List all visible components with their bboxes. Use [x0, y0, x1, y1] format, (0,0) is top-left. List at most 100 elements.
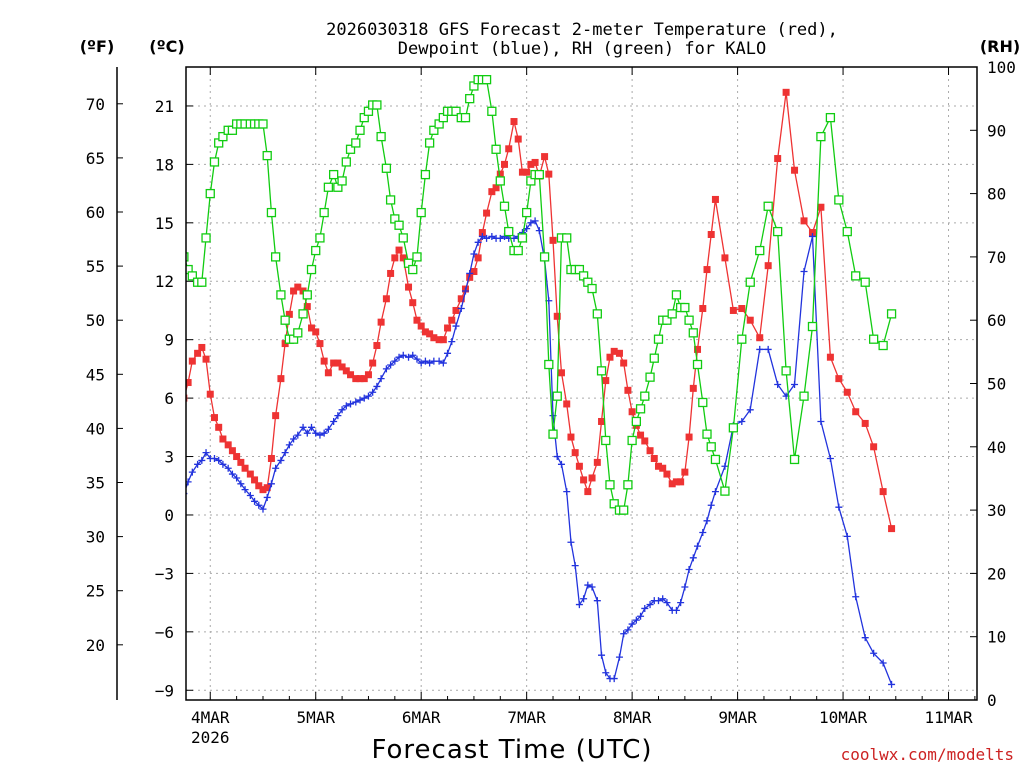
dewpoint-point [364, 392, 372, 400]
dewpoint-point [405, 353, 413, 361]
dewpoint-point [202, 449, 210, 457]
x-axis-title: Forecast Time (UTC) [371, 735, 652, 765]
rh-point [394, 220, 404, 230]
temperature-point [668, 480, 676, 488]
temperature-point [466, 273, 474, 281]
temperature-point [215, 423, 223, 431]
dewpoint-point [624, 626, 632, 634]
rh-point [351, 138, 361, 148]
temperature-point [448, 316, 456, 324]
temperature-point [391, 254, 399, 262]
temperature-point [602, 377, 610, 385]
temperature-point [689, 384, 697, 392]
rh-point [311, 245, 321, 256]
dewpoint-point [373, 382, 381, 390]
temperature-point [338, 363, 346, 371]
dewpoint-point [417, 359, 425, 367]
temperature-point [518, 168, 526, 176]
temperature-point [439, 336, 447, 344]
temperature-point [308, 324, 316, 332]
dewpoint-point [721, 462, 729, 470]
dewpoint-point [615, 653, 623, 661]
temperature-point [588, 474, 596, 482]
rh-point [627, 435, 637, 446]
rh-point [671, 290, 682, 300]
x-tick-label: 5MAR [296, 708, 335, 727]
series-dewpoint [186, 217, 896, 688]
dewpoint-point [241, 486, 249, 494]
dewpoint-point [259, 505, 267, 513]
temperature-point [879, 488, 887, 496]
dewpoint-point [470, 250, 478, 258]
rh-point [218, 131, 228, 142]
temperature-point [707, 231, 715, 239]
dewpoint-point [251, 497, 259, 505]
temperature-point [549, 236, 557, 244]
x-tick-label: 11MAR [924, 708, 973, 727]
dewpoint-point [369, 388, 377, 396]
temperature-point [852, 408, 860, 416]
dewpoint-point [338, 406, 346, 414]
dewpoint-point [553, 453, 561, 461]
rh-point [720, 486, 730, 496]
celsius-tick-label: 3 [164, 448, 174, 467]
temperature-point [510, 118, 518, 126]
dewpoint-point [312, 429, 320, 437]
temperature-point [606, 353, 614, 361]
rh-point [306, 264, 317, 275]
temperature-point [202, 355, 210, 363]
temperature-point [637, 431, 645, 439]
dewpoint-point [444, 349, 452, 357]
rh-point [451, 106, 461, 116]
dewpoint-point [474, 238, 482, 246]
temperature-point [320, 357, 328, 365]
temperature-point [457, 295, 465, 303]
dewpoint-point [689, 554, 697, 562]
dewpoint-point [756, 345, 764, 353]
temperature-point [746, 316, 754, 324]
dewpoint-point [377, 375, 385, 383]
celsius-tick-label: −3 [155, 564, 174, 583]
rh-point [653, 334, 664, 344]
dewpoint-point [308, 423, 316, 431]
temperature-point [255, 482, 263, 490]
temperature-point [452, 306, 460, 314]
rh-point [539, 252, 550, 262]
temperature-point [188, 357, 196, 365]
temperature-point [654, 462, 662, 470]
dewpoint-point [215, 456, 223, 464]
rh-point [680, 302, 690, 313]
rh-point [763, 201, 773, 211]
x-tick-label: 10MAR [819, 708, 868, 727]
temperature-point [800, 217, 808, 225]
temperature-point [360, 375, 368, 383]
dewpoint-point [391, 357, 399, 365]
temperature-point [711, 195, 719, 203]
temperature-point [729, 306, 737, 314]
rh-point [487, 106, 497, 116]
dewpoint-point [382, 365, 390, 373]
temperature-point [615, 349, 623, 357]
rh-point [851, 271, 861, 281]
temperature-point [721, 254, 729, 262]
dewpoint-point [352, 398, 360, 406]
rh-point [381, 163, 392, 173]
rh-point [807, 321, 818, 332]
dewpoint-point [277, 456, 285, 464]
temperature-point [699, 305, 707, 313]
celsius-tick-label: 9 [164, 331, 174, 350]
series-line [186, 92, 893, 529]
rh-point [187, 271, 197, 281]
rh-point [372, 100, 382, 110]
temperature-point [685, 433, 693, 441]
dewpoint-point [563, 488, 571, 496]
temperature-point [194, 349, 202, 357]
rh-point [609, 499, 619, 509]
dewpoint-point [707, 501, 715, 509]
temperature-point [267, 454, 275, 462]
temperature-point [405, 283, 413, 291]
rh-point [684, 315, 694, 325]
dewpoint-point [620, 630, 628, 638]
dewpoint-point [738, 417, 746, 425]
